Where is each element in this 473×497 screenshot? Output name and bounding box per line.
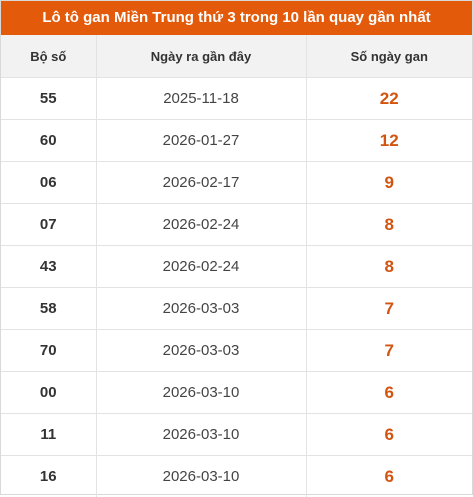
row-number: 16 [1,456,96,497]
row-number: 60 [1,120,96,162]
table-row: 55 2025-11-18 22 [1,78,472,120]
table-row: 58 2026-03-03 7 [1,288,472,330]
row-number: 55 [1,78,96,120]
row-date: 2025-11-18 [96,78,306,120]
table-row: 06 2026-02-17 9 [1,162,472,204]
row-number: 11 [1,414,96,456]
table-row: 00 2026-03-10 6 [1,372,472,414]
table-header-row: Bộ số Ngày ra gần đây Số ngày gan [1,35,472,78]
row-number: 07 [1,204,96,246]
row-number: 00 [1,372,96,414]
row-date: 2026-03-10 [96,414,306,456]
row-number: 58 [1,288,96,330]
row-date: 2026-02-24 [96,204,306,246]
row-date: 2026-03-10 [96,372,306,414]
row-days: 6 [306,456,472,497]
row-days: 8 [306,204,472,246]
row-date: 2026-02-24 [96,246,306,288]
row-days: 6 [306,414,472,456]
row-days: 12 [306,120,472,162]
row-days: 7 [306,330,472,372]
row-date: 2026-03-03 [96,330,306,372]
column-header-number: Bộ số [1,35,96,78]
lo-gan-table: Bộ số Ngày ra gần đây Số ngày gan 55 202… [1,35,472,497]
row-number: 06 [1,162,96,204]
row-days: 7 [306,288,472,330]
row-days: 9 [306,162,472,204]
table-row: 11 2026-03-10 6 [1,414,472,456]
row-days: 6 [306,372,472,414]
row-date: 2026-01-27 [96,120,306,162]
row-date: 2026-03-10 [96,456,306,497]
row-number: 70 [1,330,96,372]
table-row: 43 2026-02-24 8 [1,246,472,288]
row-days: 22 [306,78,472,120]
row-date: 2026-03-03 [96,288,306,330]
column-header-date: Ngày ra gần đây [96,35,306,78]
row-number: 43 [1,246,96,288]
table-row: 16 2026-03-10 6 [1,456,472,497]
table-row: 60 2026-01-27 12 [1,120,472,162]
row-days: 8 [306,246,472,288]
table-row: 70 2026-03-03 7 [1,330,472,372]
row-date: 2026-02-17 [96,162,306,204]
widget-title: Lô tô gan Miền Trung thứ 3 trong 10 lần … [1,1,472,35]
table-row: 07 2026-02-24 8 [1,204,472,246]
column-header-days: Số ngày gan [306,35,472,78]
